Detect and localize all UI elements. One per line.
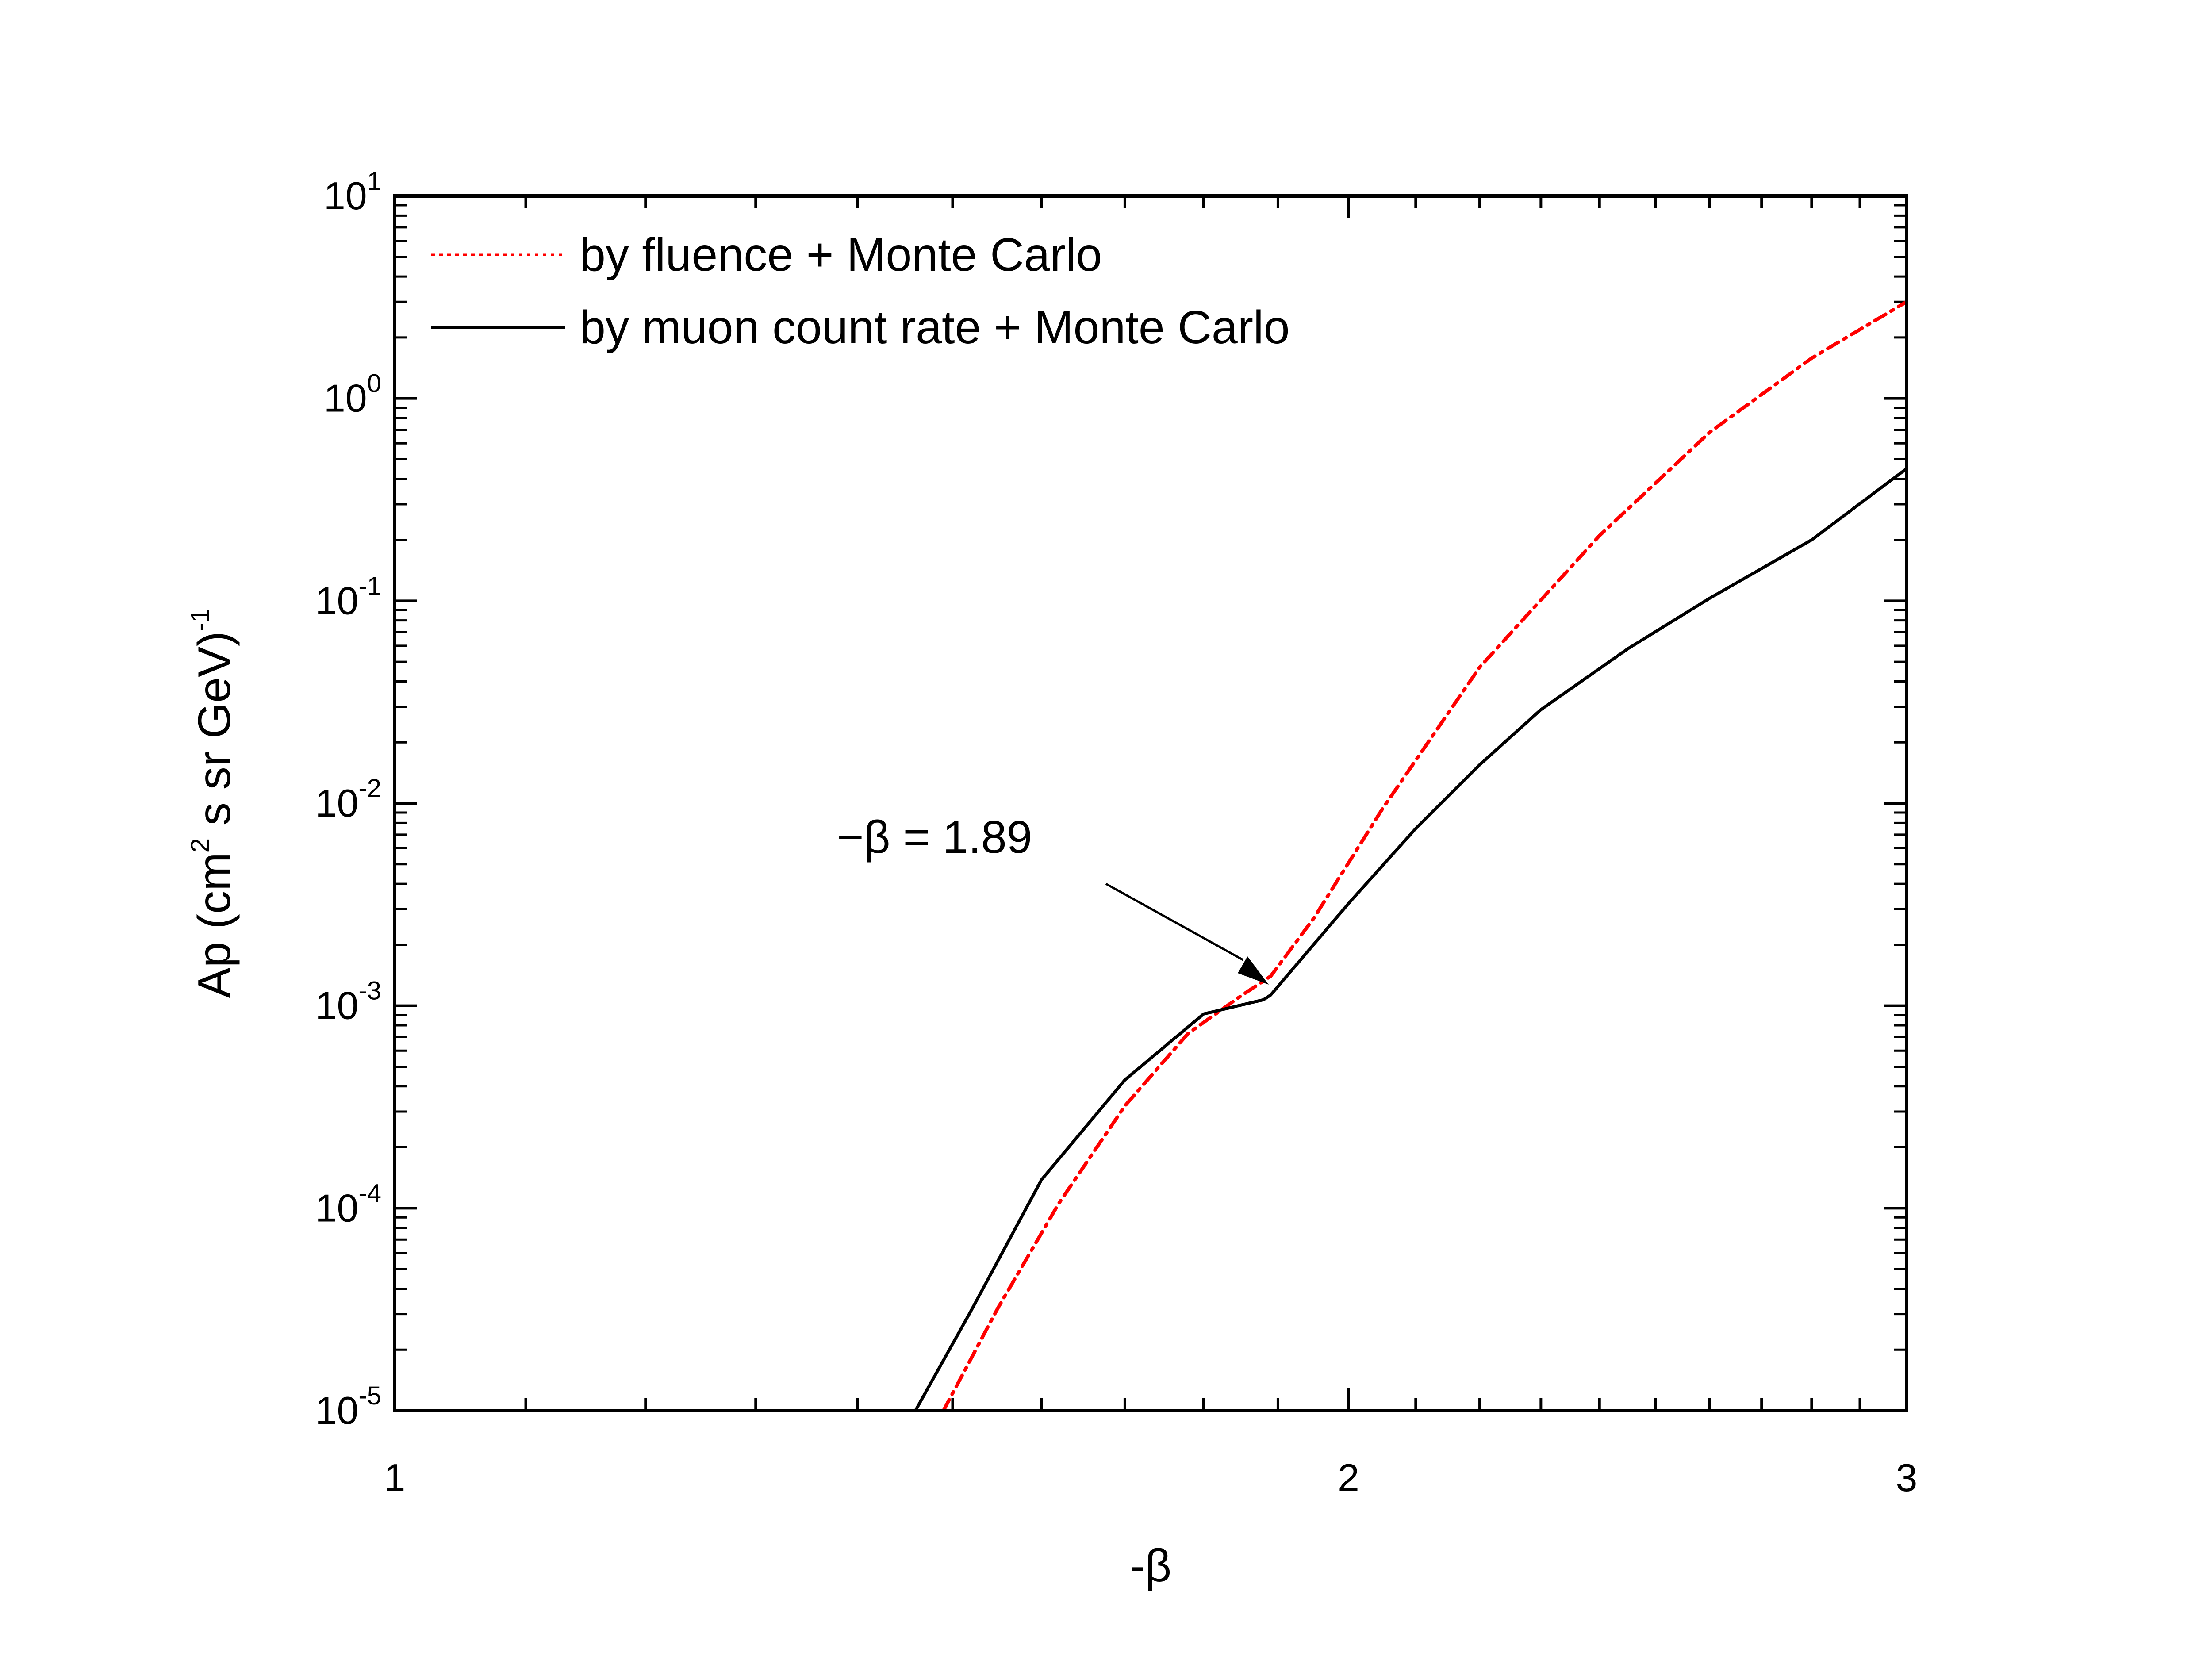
series-layer <box>913 300 1908 1412</box>
y-tick-exponent: -4 <box>358 1179 381 1208</box>
series-line-1 <box>913 467 1908 1412</box>
annotation-arrow-line <box>1105 882 1244 961</box>
y-axis-title-units: s sr GeV) <box>189 631 240 838</box>
y-axis-title: Ap (cm2 s sr GeV)-1 <box>186 608 240 998</box>
y-tick-base: 10 <box>315 579 359 622</box>
annotation-label: −β = 1.89 <box>837 812 1032 863</box>
minor-ticks <box>395 196 1907 1411</box>
y-tick-exponent: 1 <box>367 167 381 196</box>
x-tick-labels: 1 2 3 <box>384 1456 1918 1500</box>
y-tick-label: 10-1 <box>315 572 381 622</box>
y-tick-base: 10 <box>315 1388 359 1432</box>
x-tick-label: 1 <box>384 1456 406 1500</box>
y-tick-label: 10-3 <box>315 977 381 1028</box>
y-tick-label: 101 <box>324 167 381 218</box>
y-tick-label: 10-2 <box>315 774 381 825</box>
plot-frame <box>393 194 1908 1412</box>
y-tick-exponent: -5 <box>358 1381 381 1410</box>
y-tick-base: 10 <box>324 376 367 420</box>
x-axis-title: -β <box>1130 1540 1171 1592</box>
y-tick-exponent: -2 <box>358 774 381 803</box>
y-tick-exponent: 0 <box>367 369 381 398</box>
x-tick-label: 2 <box>1338 1456 1359 1500</box>
y-tick-exponent: -3 <box>358 977 381 1005</box>
y-tick-base: 10 <box>315 1186 359 1230</box>
y-tick-label: 10-5 <box>315 1381 381 1432</box>
series-line-0 <box>941 300 1908 1412</box>
y-tick-base: 10 <box>324 174 367 218</box>
legend-label-muon: by muon count rate + Monte Carlo <box>579 301 1290 353</box>
y-tick-base: 10 <box>315 984 359 1028</box>
y-tick-base: 10 <box>315 781 359 825</box>
y-tick-exponent: -1 <box>358 572 381 600</box>
y-tick-label: 100 <box>324 369 381 420</box>
annotation: −β = 1.89 <box>837 812 1269 985</box>
y-tick-label: 10-4 <box>315 1179 381 1230</box>
legend: by fluence + Monte Carlo by muon count r… <box>431 229 1290 353</box>
y-axis-title-sup-2: 2 <box>186 838 215 852</box>
y-axis-title-sup-neg1: -1 <box>186 608 215 631</box>
x-tick-label: 3 <box>1896 1456 1918 1500</box>
annotation-arrow-head <box>1238 956 1269 985</box>
y-axis-title-main: Ap (cm <box>189 852 240 998</box>
legend-label-fluence: by fluence + Monte Carlo <box>579 229 1102 281</box>
